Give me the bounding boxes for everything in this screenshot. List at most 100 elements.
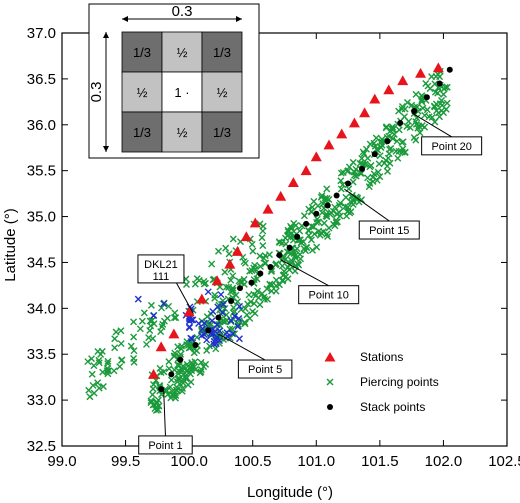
piercing-point bbox=[111, 335, 119, 343]
callout-label: Point 10 bbox=[308, 290, 348, 302]
piercing-point bbox=[261, 295, 269, 303]
piercing-point bbox=[219, 300, 227, 308]
station-marker bbox=[383, 84, 395, 95]
piercing-point bbox=[94, 379, 102, 387]
axes bbox=[61, 32, 508, 447]
piercing-point bbox=[410, 134, 418, 142]
piercing-point bbox=[439, 90, 447, 98]
y-tick-label: 37.0 bbox=[27, 25, 56, 42]
stack-point bbox=[397, 119, 404, 126]
station-marker bbox=[323, 139, 335, 150]
piercing-point bbox=[253, 275, 261, 283]
piercing-point bbox=[211, 291, 219, 299]
piercing-point bbox=[240, 275, 248, 283]
piercing-point bbox=[431, 118, 439, 126]
callout-label: DKL21 bbox=[144, 259, 178, 271]
piercing-point bbox=[227, 316, 235, 324]
piercing-point bbox=[376, 173, 384, 181]
piercing-point bbox=[186, 370, 194, 378]
piercing-point bbox=[147, 301, 155, 309]
stack-point bbox=[168, 371, 175, 378]
piercing-point bbox=[389, 135, 397, 143]
piercing-point bbox=[170, 352, 178, 360]
piercing-point bbox=[300, 245, 308, 253]
piercing-point bbox=[346, 198, 354, 206]
station-marker bbox=[310, 151, 322, 162]
piercing-point bbox=[300, 212, 308, 220]
piercing-point bbox=[249, 247, 257, 255]
piercing-point bbox=[258, 234, 266, 242]
piercing-point bbox=[401, 149, 409, 157]
piercing-point bbox=[174, 361, 182, 369]
piercing-point bbox=[95, 356, 103, 364]
piercing-point bbox=[352, 172, 360, 180]
piercing-point bbox=[416, 129, 424, 137]
piercing-point bbox=[365, 183, 373, 191]
piercing-point bbox=[320, 219, 328, 227]
piercing-point bbox=[382, 123, 390, 131]
piercing-point bbox=[183, 367, 191, 375]
x-tick-label: 100.0 bbox=[170, 453, 208, 470]
stack-point bbox=[237, 285, 243, 292]
piercing-point bbox=[275, 281, 283, 289]
piercing-point bbox=[358, 154, 366, 162]
piercing-point bbox=[188, 335, 196, 343]
inset-cell-label: ½ bbox=[137, 85, 148, 100]
piercing-point bbox=[275, 238, 283, 246]
piercing-point bbox=[314, 202, 322, 210]
piercing-point bbox=[193, 333, 201, 341]
piercing-point bbox=[296, 227, 304, 235]
annotations: Point 1 Point 5 Point 10 Point 15 Point 20 DK… bbox=[137, 112, 483, 455]
station-marker bbox=[262, 203, 274, 214]
piercing-point bbox=[167, 376, 175, 384]
x-tick-label: 99.0 bbox=[47, 453, 76, 470]
legend-station-marker bbox=[324, 352, 336, 362]
inset-cell-label: ½ bbox=[177, 125, 188, 140]
piercing-point bbox=[213, 333, 221, 341]
piercing-point bbox=[375, 160, 383, 168]
piercing-point bbox=[89, 381, 97, 389]
piercing-point bbox=[235, 314, 243, 322]
piercing-point bbox=[216, 327, 224, 335]
piercing-point bbox=[332, 216, 340, 224]
legend-piercing-marker bbox=[326, 378, 334, 386]
inset-cell bbox=[201, 111, 243, 153]
callout-line bbox=[218, 333, 266, 361]
piercing-point bbox=[265, 251, 273, 259]
piercing-point bbox=[160, 300, 168, 308]
piercing-point bbox=[235, 277, 243, 285]
piercing-point bbox=[366, 140, 374, 148]
piercing-point bbox=[155, 402, 163, 410]
arrow-head bbox=[103, 146, 109, 152]
piercing-point bbox=[150, 320, 158, 328]
piercing-point bbox=[412, 120, 420, 128]
chart-marks bbox=[84, 62, 453, 414]
piercing-point bbox=[336, 199, 344, 207]
piercing-point bbox=[157, 304, 165, 312]
station-marker bbox=[348, 117, 360, 128]
stack-point bbox=[205, 327, 212, 334]
piercing-point bbox=[130, 318, 138, 326]
annotation-callout: Point 10 bbox=[280, 259, 360, 305]
piercing-point bbox=[384, 154, 392, 162]
piercing-point bbox=[222, 283, 230, 291]
piercing-point bbox=[208, 317, 216, 325]
piercing-point bbox=[227, 276, 235, 284]
piercing-point bbox=[256, 263, 264, 271]
piercing-point bbox=[290, 250, 298, 258]
x-tick-label: 101.5 bbox=[361, 453, 399, 470]
piercing-point bbox=[256, 301, 264, 309]
piercing-point bbox=[435, 109, 443, 117]
piercing-point bbox=[367, 161, 375, 169]
piercing-point bbox=[373, 176, 381, 184]
callout-box bbox=[137, 254, 185, 284]
piercing-point bbox=[130, 347, 138, 355]
piercing-point bbox=[291, 252, 299, 260]
piercing-point bbox=[284, 228, 292, 236]
piercing-point bbox=[260, 254, 268, 262]
stack-point bbox=[294, 233, 301, 240]
piercing-point bbox=[403, 122, 411, 130]
piercing-point bbox=[156, 364, 164, 372]
piercing-point bbox=[432, 72, 440, 80]
piercing-point bbox=[385, 132, 393, 140]
